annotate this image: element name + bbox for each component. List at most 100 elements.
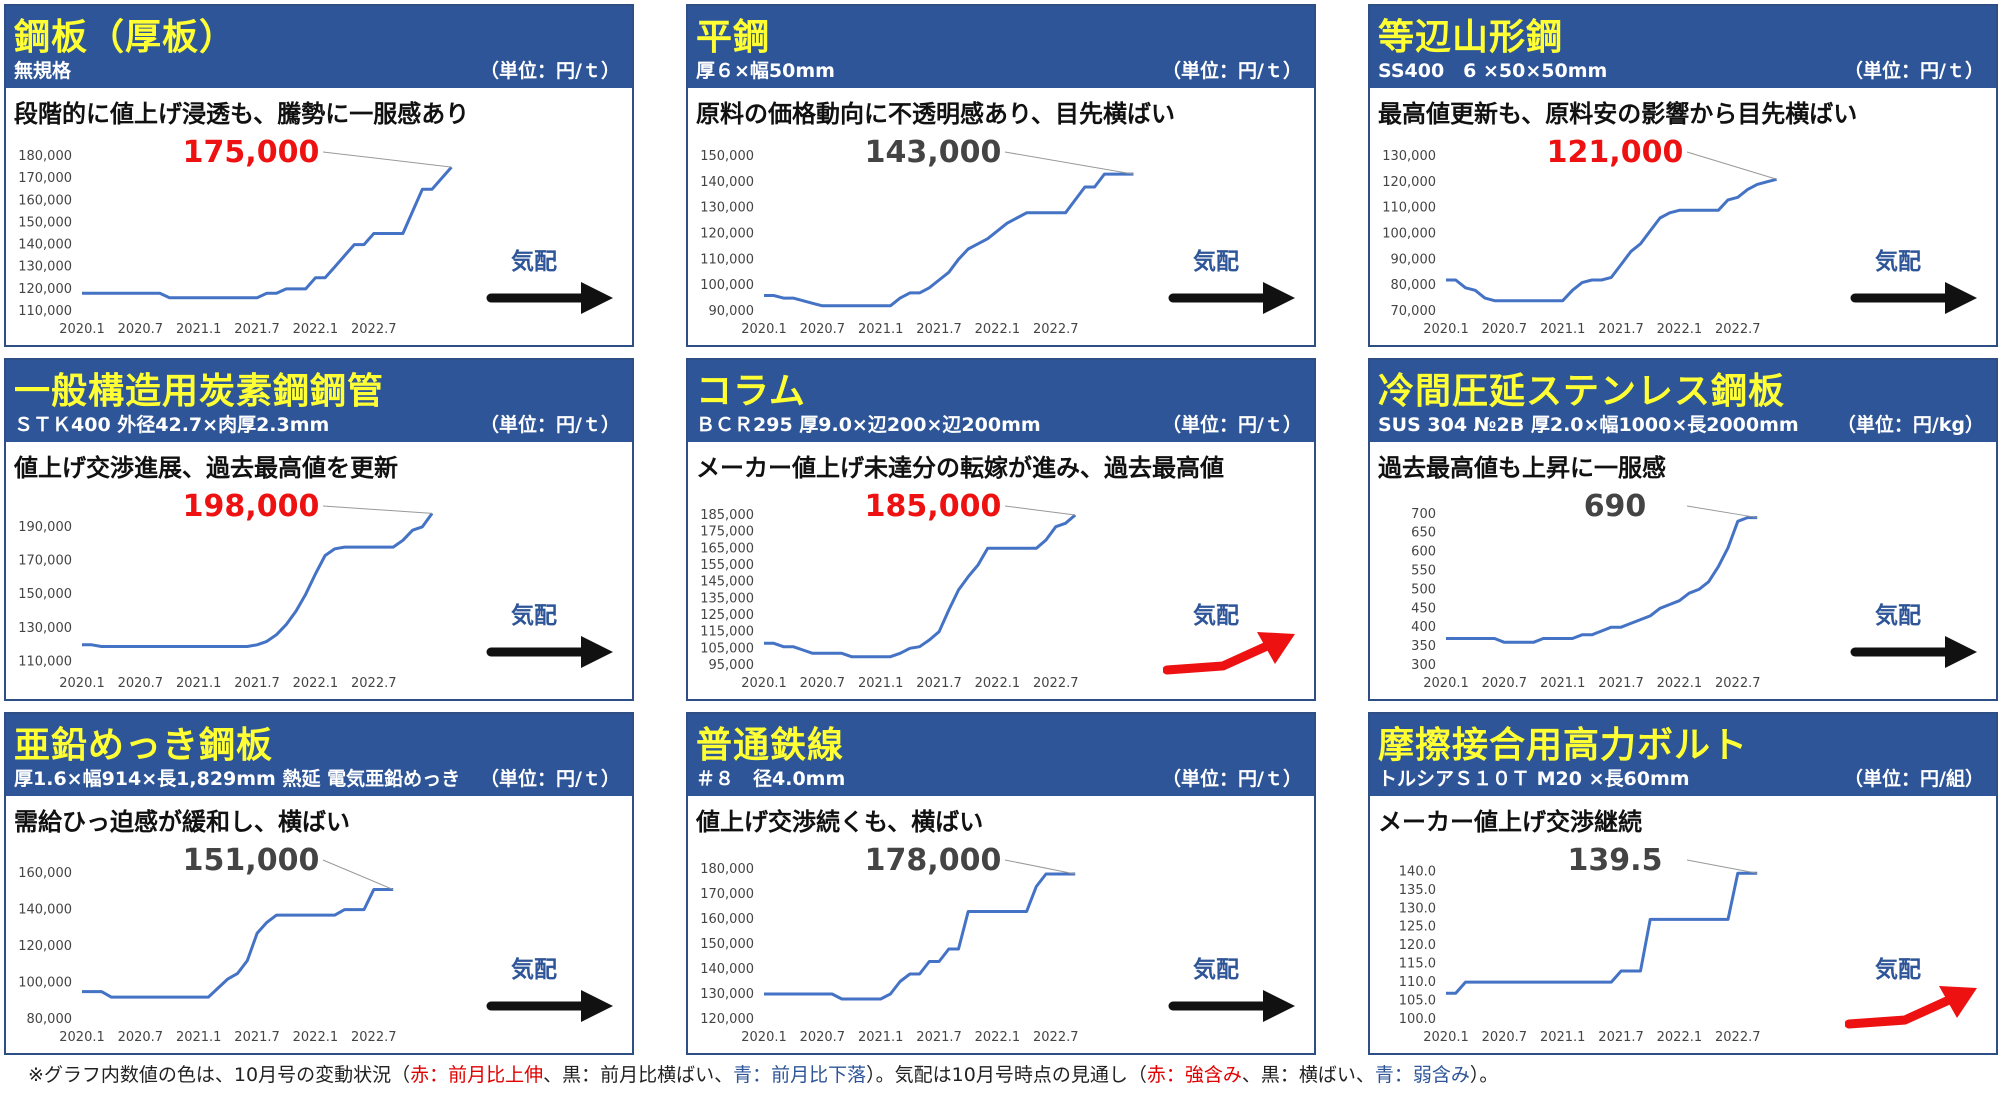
outlook-up-arrow-icon: [1163, 632, 1295, 675]
panel-headline: メーカー値上げ交渉継続: [1378, 808, 1642, 836]
y-tick-label: 150,000: [700, 937, 754, 952]
x-tick-label: 2021.1: [858, 322, 904, 337]
panel-unit: （単位：円/ｔ）: [1162, 60, 1302, 82]
panel-headline: 原料の価格動向に不透明感あり、目先横ばい: [696, 100, 1176, 128]
x-tick-label: 2021.1: [1540, 322, 1586, 337]
outlook-label: 気配: [511, 603, 557, 629]
y-tick-label: 550: [1411, 563, 1436, 578]
y-tick-label: 120,000: [700, 227, 754, 242]
panel-spec: 厚６×幅50mm: [696, 60, 835, 82]
x-tick-label: 2020.1: [1423, 1030, 1469, 1045]
x-tick-label: 2021.7: [234, 322, 280, 337]
y-tick-label: 180,000: [18, 149, 72, 164]
y-tick-label: 100,000: [1382, 227, 1436, 242]
panel-title: 鋼板（厚板）: [14, 17, 237, 58]
price-series-line: [82, 888, 394, 999]
x-tick-label: 2021.1: [176, 1030, 222, 1045]
x-tick-label: 2020.7: [1482, 1030, 1528, 1045]
x-tick-label: 2022.7: [1033, 1030, 1079, 1045]
y-tick-label: 90,000: [709, 304, 755, 319]
x-tick-label: 2020.7: [1482, 676, 1528, 691]
panel-spec: 無規格: [14, 60, 72, 82]
value-leader-line: [1686, 859, 1758, 874]
x-tick-label: 2022.1: [293, 676, 339, 691]
x-tick-label: 2022.1: [1657, 1030, 1703, 1045]
price-panel: 亜鉛めっき鋼板 厚1.6×幅914×長1,829mm 熱延 電気亜鉛めっき （単位：…: [4, 712, 634, 1055]
panel-header: 摩擦接合用高力ボルト トルシアＳ１０Ｔ M20 ×長60mm （単位：円/組）: [1370, 714, 1996, 796]
price-series-line: [82, 512, 434, 648]
y-tick-label: 125,000: [700, 608, 754, 623]
y-tick-label: 110,000: [700, 252, 754, 267]
y-tick-label: 135.0: [1399, 883, 1436, 898]
footnote-blue-down: 青：前月比下落: [733, 1064, 867, 1086]
x-tick-label: 2020.7: [118, 676, 164, 691]
x-tick-label: 2021.7: [1598, 322, 1644, 337]
y-tick-label: 160,000: [18, 866, 72, 881]
outlook-label: 気配: [511, 957, 557, 983]
panel-title: 一般構造用炭素鋼鋼管: [14, 371, 385, 412]
x-tick-label: 2022.1: [293, 1030, 339, 1045]
x-tick-label: 2020.7: [800, 676, 846, 691]
y-tick-label: 140,000: [700, 962, 754, 977]
outlook-flat-arrow-icon: [486, 990, 613, 1022]
latest-value-label: 175,000: [183, 135, 320, 170]
x-tick-label: 2022.7: [1715, 1030, 1761, 1045]
panel-spec: 厚1.6×幅914×長1,829mm 熱延 電気亜鉛めっき: [14, 768, 461, 790]
value-leader-line: [1004, 151, 1134, 175]
x-tick-label: 2020.1: [1423, 322, 1469, 337]
y-tick-label: 105,000: [700, 641, 754, 656]
panel-header: 平鋼 厚６×幅50mm （単位：円/ｔ）: [688, 6, 1314, 88]
price-line-chart: 70,000 80,000 90,000 100,000 110,000 120,000 1…: [1382, 135, 1777, 337]
panel-unit: （単位：円/kg）: [1836, 414, 1984, 436]
x-tick-label: 2021.7: [916, 1030, 962, 1045]
footnote-red-strong: 赤：強含み: [1146, 1064, 1242, 1086]
y-tick-label: 175,000: [700, 525, 754, 540]
y-tick-label: 100,000: [700, 278, 754, 293]
panel-header: 普通鉄線 ＃８ 径4.0mm （単位：円/ｔ）: [688, 714, 1314, 796]
x-tick-label: 2022.7: [351, 322, 397, 337]
panel-header: 鋼板（厚板） 無規格 （単位：円/ｔ）: [6, 6, 632, 88]
price-series-line: [764, 872, 1076, 1001]
y-tick-label: 70,000: [1391, 304, 1437, 319]
x-tick-label: 2021.1: [176, 322, 222, 337]
x-tick-label: 2022.7: [1715, 676, 1761, 691]
panel-spec: SS400 6 ×50×50mm: [1378, 60, 1608, 82]
value-leader-line: [1686, 151, 1777, 180]
outlook-flat-arrow-icon: [1168, 282, 1295, 314]
latest-value-label: 185,000: [865, 489, 1002, 524]
price-line-chart: 100.0 105.0 110.0 115.0 120.0 125.0 130.0 135.0…: [1399, 843, 1761, 1045]
x-tick-label: 2021.7: [916, 676, 962, 691]
panel-unit: （単位：円/ｔ）: [1162, 414, 1302, 436]
outlook-flat-arrow-icon: [1850, 282, 1977, 314]
y-tick-label: 650: [1411, 526, 1436, 541]
color-legend-footnote: ※グラフ内数値の色は、10月号の変動状況（赤：前月比上伸、黒：前月比横ばい、青：…: [28, 1060, 1498, 1087]
price-panel: 摩擦接合用高力ボルト トルシアＳ１０Ｔ M20 ×長60mm （単位：円/組） メーカ…: [1368, 712, 1998, 1055]
latest-value-label: 139.5: [1568, 843, 1663, 878]
latest-value-label: 178,000: [865, 843, 1002, 878]
outlook-label: 気配: [1193, 249, 1239, 275]
x-tick-label: 2021.1: [858, 676, 904, 691]
panel-header: 一般構造用炭素鋼鋼管 ＳＴＫ400 外径42.7×肉厚2.3mm （単位：円/ｔ）: [6, 360, 632, 442]
footnote-mid1: 、黒：前月比横ばい、: [543, 1064, 734, 1086]
y-tick-label: 600: [1411, 545, 1436, 560]
y-tick-label: 190,000: [18, 520, 72, 535]
panel-unit: （単位：円/組）: [1844, 768, 1984, 790]
y-tick-label: 130,000: [700, 201, 754, 216]
footnote-mid3: 、黒：横ばい、: [1241, 1064, 1375, 1086]
y-tick-label: 155,000: [700, 558, 754, 573]
latest-value-label: 198,000: [183, 489, 320, 524]
outlook-label: 気配: [1875, 249, 1921, 275]
y-tick-label: 170,000: [700, 887, 754, 902]
price-panel: 等辺山形鋼 SS400 6 ×50×50mm （単位：円/ｔ） 最高値更新も、原料安の…: [1368, 4, 1998, 347]
footnote-red-up: 赤：前月比上伸: [410, 1064, 544, 1086]
panel-headline: メーカー値上げ未達分の転嫁が進み、過去最高値: [696, 454, 1224, 482]
panel-headline: 過去最高値も上昇に一服感: [1378, 454, 1666, 482]
y-tick-label: 170,000: [18, 171, 72, 186]
y-tick-label: 130,000: [18, 621, 72, 636]
value-leader-line: [1686, 505, 1758, 519]
y-tick-label: 105.0: [1399, 994, 1436, 1009]
y-tick-label: 140,000: [18, 903, 72, 918]
y-tick-label: 130,000: [1382, 149, 1436, 164]
x-tick-label: 2020.1: [741, 322, 787, 337]
panel-spec: ＢＣＲ295 厚9.0×辺200×辺200mm: [696, 414, 1041, 436]
